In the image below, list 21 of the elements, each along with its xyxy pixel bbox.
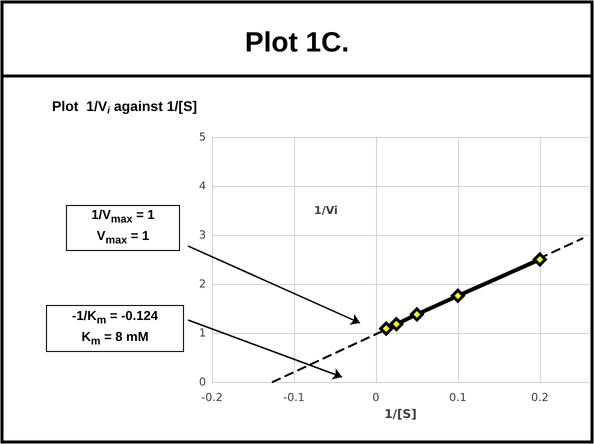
point [450, 288, 465, 303]
x-tick-label: -0.1 [283, 391, 305, 404]
x-tick-label: 0.1 [449, 391, 467, 404]
y-tick-label: 1 [199, 326, 206, 340]
y-tick-label: 3 [199, 228, 206, 242]
point [379, 322, 394, 336]
x-tick-label: 0.2 [531, 391, 549, 404]
text: 1/V$_{max}$ = 1 V$_{max}$ = 1 [91, 207, 155, 247]
y-tick-label: 0 [199, 376, 206, 388]
point [532, 252, 547, 266]
text: -1/K$_{m}$ = -0.124 K$_{m}$ = 8 mM [72, 308, 158, 348]
y-tick-label: 5 [199, 130, 206, 144]
point [410, 307, 424, 322]
point [389, 317, 404, 332]
y-tick-label: 4 [199, 180, 206, 192]
y-axis-title: 1/Vi [314, 204, 338, 217]
x-tick-label: -0.2 [201, 391, 223, 404]
chart-title: Plot 1C. [244, 26, 350, 58]
x-tick-label: 0 [372, 391, 380, 404]
x-axis-title: 1/[S] [384, 406, 417, 421]
y-tick-label: 2 [199, 278, 206, 290]
